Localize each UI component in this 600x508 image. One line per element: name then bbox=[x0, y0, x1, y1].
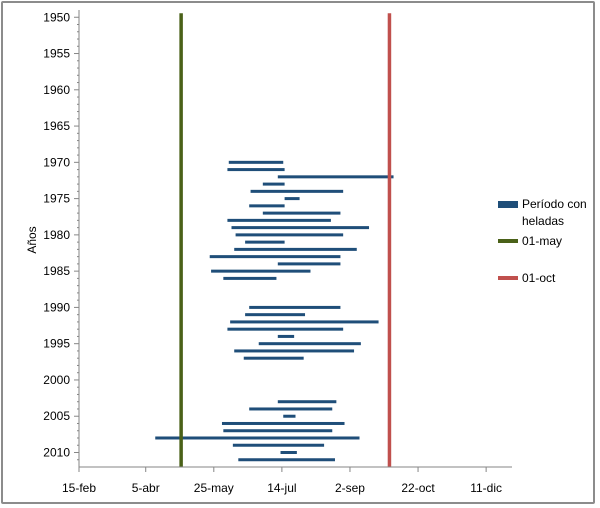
frost-period-bar bbox=[277, 175, 394, 179]
y-tick-label: 1980 bbox=[43, 228, 70, 242]
y-tick-label: 1995 bbox=[43, 337, 70, 351]
reference-lines-layer bbox=[179, 13, 392, 467]
bars-layer bbox=[155, 160, 394, 462]
y-tick-label: 1960 bbox=[43, 83, 70, 97]
y-tick-label: 2000 bbox=[43, 373, 70, 387]
frost-period-bar bbox=[284, 197, 300, 201]
frost-period-bar bbox=[223, 276, 277, 280]
legend-swatch-01-oct bbox=[498, 276, 518, 280]
x-tick-label: 22-oct bbox=[401, 481, 435, 495]
frost-period-bar bbox=[231, 226, 370, 230]
legend-label-frost-period-line1: Período con bbox=[522, 197, 587, 211]
frost-period-bar bbox=[245, 313, 306, 317]
frost-period-bar bbox=[238, 458, 335, 462]
frost-period-bar bbox=[277, 334, 295, 338]
frost-period-bar bbox=[249, 407, 333, 411]
frost-period-bar bbox=[234, 247, 357, 251]
frost-period-bar bbox=[227, 168, 285, 172]
frost-period-bar bbox=[209, 255, 341, 259]
y-axis-title: Años bbox=[25, 226, 39, 253]
frost-period-bar bbox=[277, 400, 337, 404]
frost-period-bar bbox=[211, 269, 311, 273]
frost-period-bar bbox=[277, 262, 341, 266]
y-tick-label: 1950 bbox=[43, 10, 70, 24]
frost-period-bar bbox=[221, 421, 345, 425]
y-tick-label: 2010 bbox=[43, 445, 70, 459]
y-tick-label: 1955 bbox=[43, 47, 70, 61]
x-tick-label: 11-dic bbox=[470, 481, 502, 495]
y-tick-label: 2005 bbox=[43, 409, 70, 423]
y-tick-label: 1985 bbox=[43, 264, 70, 278]
x-tick-label: 15-feb bbox=[62, 481, 96, 495]
x-tick-label: 5-abr bbox=[132, 481, 160, 495]
y-tick-label: 1965 bbox=[43, 119, 70, 133]
frost-period-bar bbox=[250, 189, 344, 193]
frost-period-bar bbox=[262, 182, 285, 186]
frost-period-bar bbox=[235, 233, 344, 237]
y-tick-label: 1975 bbox=[43, 192, 70, 206]
frost-period-bar bbox=[232, 443, 325, 447]
legend-swatch-frost-period bbox=[498, 201, 518, 208]
legend-label-01-oct: 01-oct bbox=[522, 271, 556, 285]
frost-period-bar bbox=[234, 349, 355, 353]
legend-label-frost-period-line2: heladas bbox=[522, 214, 564, 228]
frost-period-bar bbox=[230, 320, 379, 324]
frost-period-bar bbox=[227, 327, 344, 331]
axes-layer bbox=[78, 10, 512, 468]
frost-period-bar bbox=[249, 305, 341, 309]
x-tick-label: 2-sep bbox=[335, 481, 365, 495]
frost-period-bar bbox=[223, 429, 333, 433]
legend-label-01-may: 01-may bbox=[522, 234, 562, 248]
frost-period-bar bbox=[249, 204, 285, 208]
frost-period-bar bbox=[155, 436, 360, 440]
frost-period-bar bbox=[258, 342, 361, 346]
frost-period-bar bbox=[243, 356, 304, 360]
frost-period-bar bbox=[227, 218, 331, 222]
frost-period-bar bbox=[262, 211, 341, 215]
y-ticks-layer: 1950 1955 1960 1965 1970 1975 1980 1985 1990 1995… bbox=[43, 10, 79, 461]
frost-period-bar bbox=[280, 450, 297, 454]
x-tick-label: 25-may bbox=[194, 481, 234, 495]
frost-period-bar bbox=[245, 240, 285, 244]
x-ticks-layer: 15-feb 5-abr 25-may 14-jul 2-sep 22-oct 11-dic bbox=[62, 467, 502, 495]
frost-period-bar bbox=[228, 160, 284, 164]
x-tick-label: 14-jul bbox=[267, 481, 296, 495]
y-tick-label: 1990 bbox=[43, 300, 70, 314]
frost-period-bar bbox=[283, 414, 296, 418]
y-tick-label: 1970 bbox=[43, 155, 70, 169]
legend: Período con heladas 01-may 01-oct bbox=[498, 197, 587, 285]
legend-swatch-01-may bbox=[498, 239, 518, 243]
